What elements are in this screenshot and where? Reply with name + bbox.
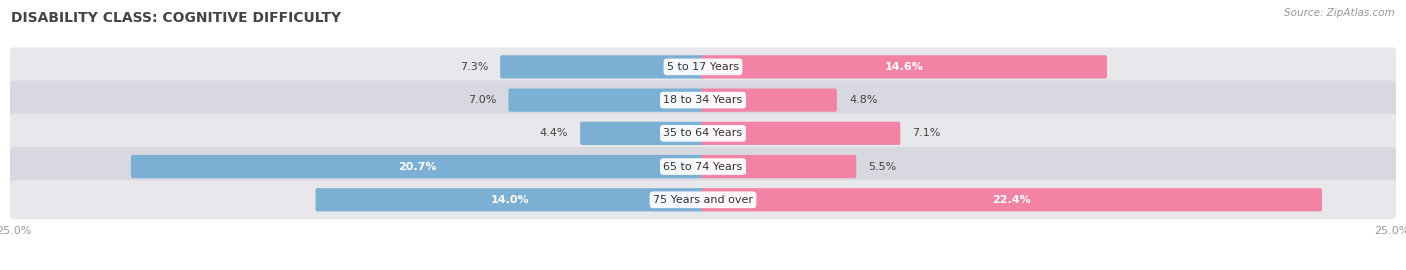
Text: 14.6%: 14.6% [884,62,924,72]
FancyBboxPatch shape [501,55,704,79]
Text: 5.5%: 5.5% [869,161,897,171]
FancyBboxPatch shape [509,89,704,112]
Text: 5 to 17 Years: 5 to 17 Years [666,62,740,72]
Text: 14.0%: 14.0% [491,195,530,205]
FancyBboxPatch shape [702,155,856,178]
Text: DISABILITY CLASS: COGNITIVE DIFFICULTY: DISABILITY CLASS: COGNITIVE DIFFICULTY [11,11,342,25]
Text: 7.1%: 7.1% [912,128,941,138]
FancyBboxPatch shape [315,188,704,211]
FancyBboxPatch shape [702,89,837,112]
Text: 7.3%: 7.3% [460,62,488,72]
Text: 4.8%: 4.8% [849,95,877,105]
FancyBboxPatch shape [702,122,900,145]
Text: 35 to 64 Years: 35 to 64 Years [664,128,742,138]
Text: 4.4%: 4.4% [540,128,568,138]
Text: Source: ZipAtlas.com: Source: ZipAtlas.com [1284,8,1395,18]
FancyBboxPatch shape [10,180,1396,220]
FancyBboxPatch shape [581,122,704,145]
Text: 7.0%: 7.0% [468,95,496,105]
FancyBboxPatch shape [131,155,704,178]
Text: 22.4%: 22.4% [993,195,1031,205]
FancyBboxPatch shape [10,147,1396,186]
Text: 65 to 74 Years: 65 to 74 Years [664,161,742,171]
FancyBboxPatch shape [702,188,1322,211]
FancyBboxPatch shape [10,47,1396,86]
Text: 75 Years and over: 75 Years and over [652,195,754,205]
FancyBboxPatch shape [10,114,1396,153]
Text: 20.7%: 20.7% [398,161,437,171]
Text: 18 to 34 Years: 18 to 34 Years [664,95,742,105]
FancyBboxPatch shape [10,80,1396,120]
FancyBboxPatch shape [702,55,1107,79]
